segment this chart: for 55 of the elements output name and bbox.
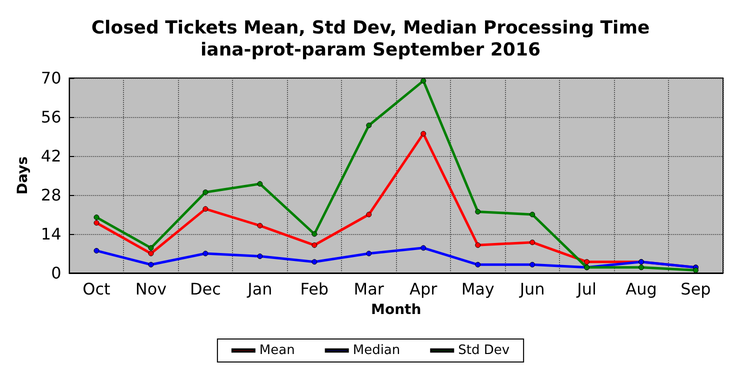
point — [94, 220, 100, 226]
y-tick-label: 42 — [40, 146, 62, 166]
x-tick-label: Aug — [626, 280, 657, 298]
point — [94, 248, 100, 254]
legend-label: Mean — [259, 343, 295, 358]
x-tick-label: Oct — [82, 280, 110, 298]
point — [530, 240, 536, 246]
point — [312, 231, 318, 237]
point — [584, 259, 590, 265]
y-axis-title: Days — [15, 156, 31, 195]
point — [420, 78, 426, 84]
x-tick-label: Jun — [518, 280, 545, 298]
y-tick-label: 70 — [40, 68, 62, 88]
y-tick-label: 14 — [40, 224, 62, 244]
point — [257, 254, 263, 260]
x-tick-label: Sep — [680, 280, 711, 298]
point — [94, 214, 100, 220]
point — [202, 189, 208, 195]
point — [475, 242, 481, 248]
point — [202, 250, 208, 256]
point — [366, 212, 372, 218]
point — [420, 130, 426, 136]
point — [148, 245, 154, 251]
x-tick-label: Nov — [135, 280, 167, 298]
x-tick-label: Apr — [410, 280, 438, 298]
point — [257, 222, 263, 228]
point — [257, 181, 263, 187]
x-tick-label: Feb — [300, 280, 329, 298]
y-tick-label: 56 — [40, 108, 62, 126]
point — [693, 267, 699, 273]
point — [366, 250, 372, 256]
chart-title: Closed Tickets Mean, Std Dev, Median Processing Time — [91, 18, 650, 38]
y-tick-label: 28 — [40, 186, 62, 204]
point — [148, 262, 154, 268]
point — [530, 262, 536, 268]
point — [475, 262, 481, 268]
point — [530, 212, 536, 218]
point — [366, 122, 372, 128]
x-tick-label: Jul — [576, 280, 596, 298]
legend-label: Median — [352, 343, 400, 358]
point — [312, 242, 318, 248]
y-tick-label: 0 — [51, 264, 62, 282]
legend-label: Std Dev — [458, 343, 510, 358]
point — [638, 264, 644, 270]
point — [148, 250, 154, 256]
point — [475, 208, 481, 214]
point — [420, 245, 426, 251]
x-tick-label: Jan — [246, 280, 272, 298]
point — [312, 259, 318, 265]
x-axis-title: Month — [371, 302, 422, 318]
x-tick-label: Mar — [354, 280, 384, 298]
point — [202, 206, 208, 212]
x-tick-label: May — [461, 280, 494, 298]
x-tick-label: Dec — [190, 280, 221, 298]
chart-subtitle: iana-prot-param September 2016 — [200, 40, 540, 60]
